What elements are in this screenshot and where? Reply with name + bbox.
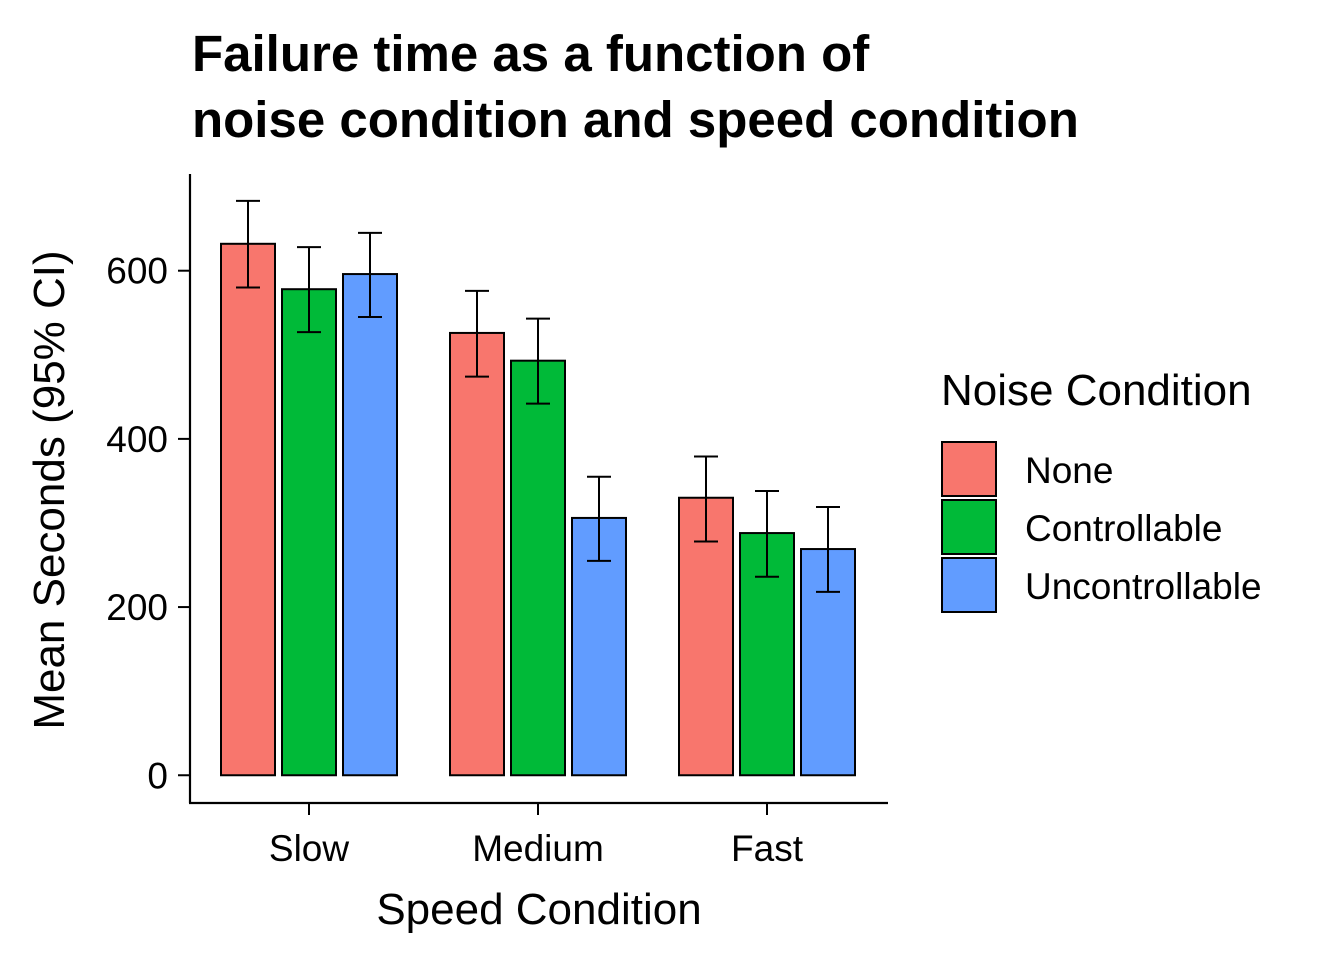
legend-label-controllable: Controllable [1025, 508, 1222, 549]
legend-swatch-none [941, 441, 997, 497]
legend-swatch-controllable [941, 499, 997, 555]
y-tick-label-600: 600 [106, 251, 168, 292]
legend: Noise Condition None Controllable Uncontro… [941, 366, 1262, 613]
error-bar-medium-none [465, 289, 489, 378]
x-ticks-group: Slow Medium Fast [269, 803, 804, 869]
x-tick-label-slow: Slow [269, 828, 349, 869]
legend-label-none: None [1025, 450, 1113, 491]
y-tick-label-0: 0 [147, 755, 168, 796]
chart-title-line-1: Failure time as a function of [192, 25, 870, 82]
bar-fast-none [678, 496, 734, 777]
bar-slow-none [220, 242, 276, 777]
error-bar-slow-none [236, 199, 260, 289]
bar-medium-controllable [510, 359, 566, 777]
bar-slow-uncontrollable [342, 273, 398, 777]
legend-title: Noise Condition [941, 366, 1252, 415]
legend-item-none: None [941, 441, 1113, 497]
error-bar-fast-none [694, 455, 718, 543]
legend-item-controllable: Controllable [941, 499, 1222, 555]
error-bar-slow-uncontrollable [358, 231, 382, 318]
chart-title-line-2: noise condition and speed condition [192, 91, 1079, 148]
legend-label-uncontrollable: Uncontrollable [1025, 566, 1262, 607]
error-bar-slow-controllable [297, 246, 321, 334]
x-tick-label-medium: Medium [472, 828, 604, 869]
error-bar-fast-controllable [755, 490, 779, 578]
x-axis-label: Speed Condition [376, 885, 701, 934]
error-bars-group [236, 199, 840, 593]
y-ticks-group: 0 200 400 600 [106, 251, 190, 796]
bar-medium-none [449, 331, 505, 777]
error-bar-medium-controllable [526, 317, 550, 405]
error-bar-medium-uncontrollable [587, 475, 611, 562]
y-tick-label-200: 200 [106, 587, 168, 628]
legend-swatch-uncontrollable [941, 557, 997, 613]
error-bar-fast-uncontrollable [816, 506, 840, 593]
x-tick-label-fast: Fast [731, 828, 804, 869]
y-axis-label: Mean Seconds (95% CI) [25, 250, 74, 729]
bar-slow-controllable [281, 288, 337, 777]
legend-item-uncontrollable: Uncontrollable [941, 557, 1262, 613]
y-tick-label-400: 400 [106, 419, 168, 460]
